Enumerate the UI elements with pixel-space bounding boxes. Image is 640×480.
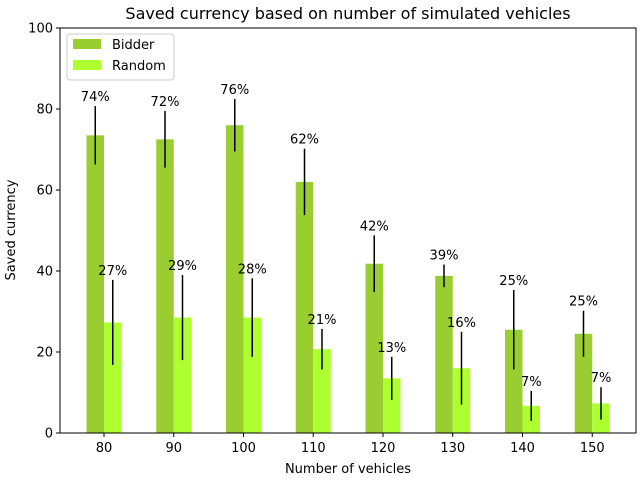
data-label-random-110: 21% [308,313,337,328]
bar-bidder-80 [86,135,104,433]
y-tick-label: 20 [36,346,53,361]
bar-bidder-120 [365,263,383,433]
x-tick-label: 130 [440,441,465,456]
data-label-random-100: 28% [238,262,267,277]
bar-bidder-100 [226,125,244,433]
data-label-bidder-140: 25% [499,274,528,289]
data-label-bidder-150: 25% [569,295,598,310]
data-label-bidder-130: 39% [430,249,459,264]
legend: Bidder Random [66,33,175,81]
data-label-random-120: 13% [377,341,406,356]
bar-bidder-90 [156,139,174,433]
x-tick-label: 100 [231,441,256,456]
axes: 0 20 40 60 80 100 80 90 100 110 120 130 140 150 [28,22,604,457]
bar-bidder-110 [295,181,314,433]
data-label-random-140: 7% [521,375,542,390]
plot-area: 74% 72% 76% 62% 42% 39% 25% 25% 27% 29% 28% 21% 13% 1… [81,83,612,433]
data-label-bidder-120: 42% [360,219,389,234]
legend-swatch-bidder [73,39,101,49]
chart-title: Saved currency based on number of simula… [125,4,570,23]
x-tick-label: 80 [96,441,113,456]
data-label-bidder-80: 74% [81,90,110,105]
bar-random-110 [313,349,331,433]
data-label-random-80: 27% [98,264,127,279]
y-tick-label: 100 [28,22,53,37]
bar-bidder-150 [574,333,593,433]
bar-bidder-140 [505,329,523,433]
data-label-bidder-100: 76% [220,83,249,98]
data-label-random-130: 16% [447,316,476,331]
y-tick-label: 0 [45,427,53,442]
plot-frame [59,27,637,434]
bar-random-90 [173,317,192,433]
y-tick-label: 60 [36,184,53,199]
legend-swatch-random [73,60,101,70]
y-axis-label: Saved currency [4,179,19,280]
data-label-random-90: 29% [168,259,197,274]
y-tick-label: 80 [36,103,53,118]
bar-random-100 [243,317,261,433]
x-tick-label: 140 [510,441,535,456]
x-tick-label: 120 [371,441,396,456]
legend-label-bidder: Bidder [112,38,155,53]
x-axis-label: Number of vehicles [285,462,411,477]
bar-bidder-130 [435,275,453,433]
data-label-bidder-90: 72% [151,95,180,110]
y-tick-label: 40 [36,265,53,280]
legend-label-random: Random [112,59,166,74]
bar-random-120 [383,378,401,433]
x-tick-label: 110 [301,441,326,456]
bar-random-80 [104,322,122,433]
x-tick-label: 90 [165,441,182,456]
x-tick-label: 150 [580,441,605,456]
data-label-random-150: 7% [591,371,612,386]
data-label-bidder-110: 62% [290,133,319,148]
